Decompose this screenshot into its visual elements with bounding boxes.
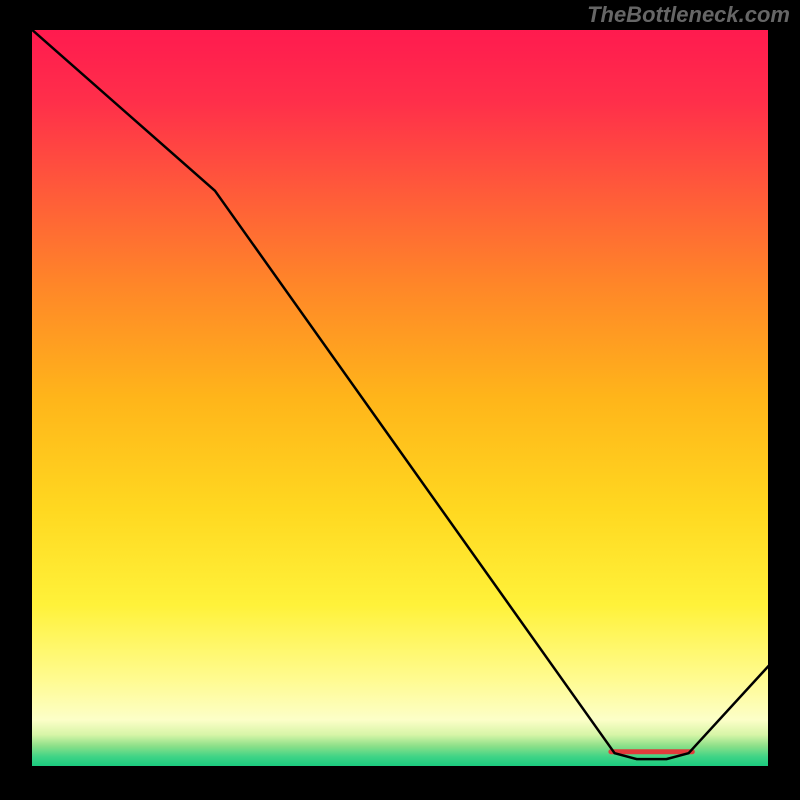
chart-root: TheBottleneck.com: [0, 0, 800, 800]
plot-background: [30, 28, 770, 768]
watermark-label: TheBottleneck.com: [587, 2, 790, 28]
plot-svg: [0, 0, 800, 800]
